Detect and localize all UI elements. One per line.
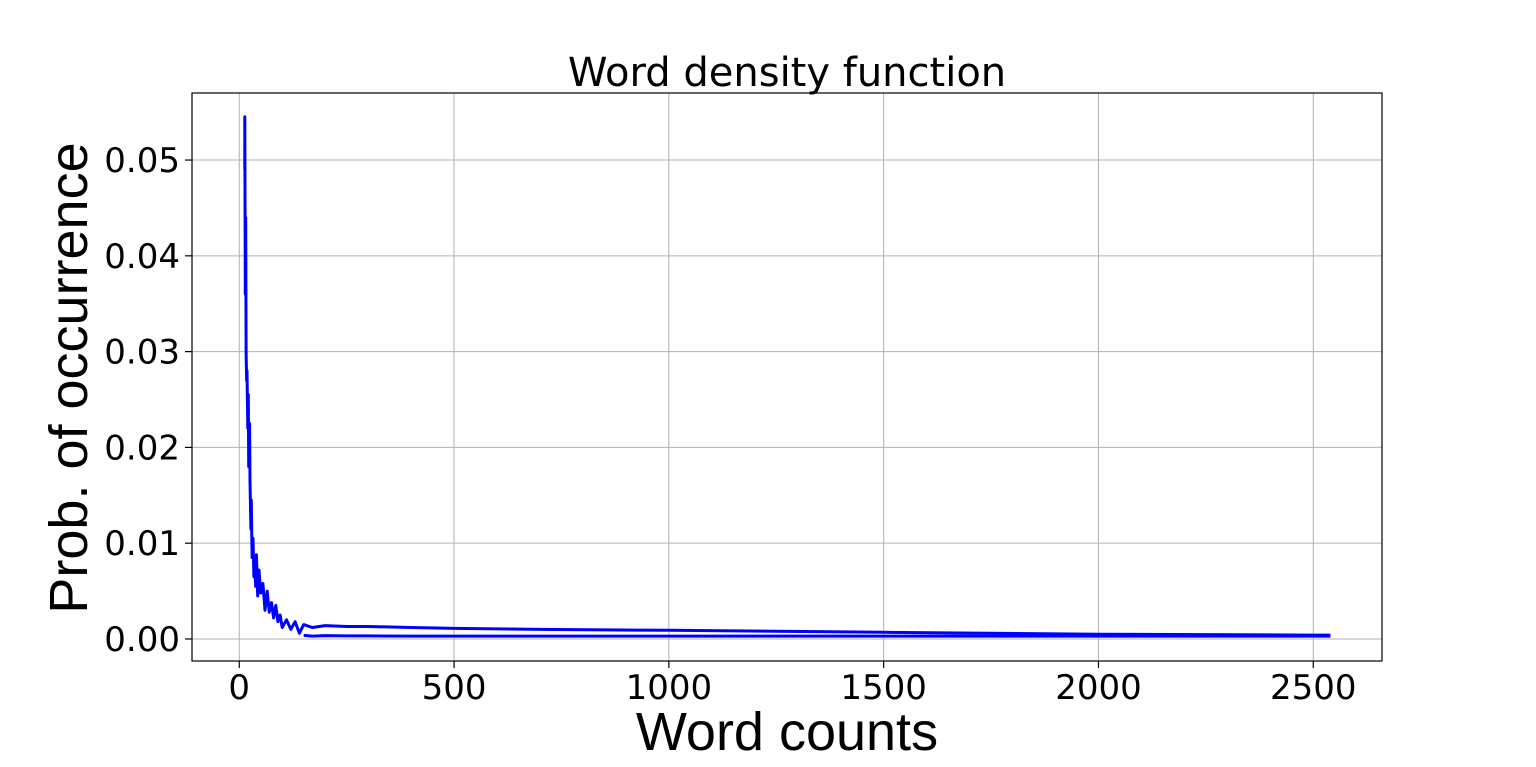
axis-ticks: 0 500 1000 1500 2000 2500 0.00 0.01 0.02 0.03 0.04…	[104, 141, 1356, 708]
series-line	[243, 115, 1331, 637]
chart-title: Word density function	[568, 50, 1006, 96]
x-tick-label: 1000	[626, 668, 713, 708]
plot-frame	[191, 92, 1383, 662]
y-tick-label: 0.00	[104, 620, 180, 660]
y-tick-label: 0.05	[104, 141, 180, 181]
data-series	[243, 115, 1331, 638]
series-band-lower	[303, 633, 1331, 638]
y-tick-label: 0.01	[104, 524, 180, 564]
x-axis-label: Word counts	[636, 702, 938, 762]
y-axis-label: Prob. of occurrence	[39, 142, 99, 613]
y-tick-label: 0.02	[104, 428, 180, 468]
x-tick-label: 1500	[840, 668, 927, 708]
x-tick-label: 2500	[1270, 668, 1357, 708]
x-tick-label: 500	[422, 668, 487, 708]
x-tick-label: 0	[228, 668, 250, 708]
x-tick-label: 2000	[1055, 668, 1142, 708]
y-tick-label: 0.04	[104, 237, 180, 277]
y-tick-label: 0.03	[104, 333, 180, 373]
gridlines	[192, 93, 1382, 661]
